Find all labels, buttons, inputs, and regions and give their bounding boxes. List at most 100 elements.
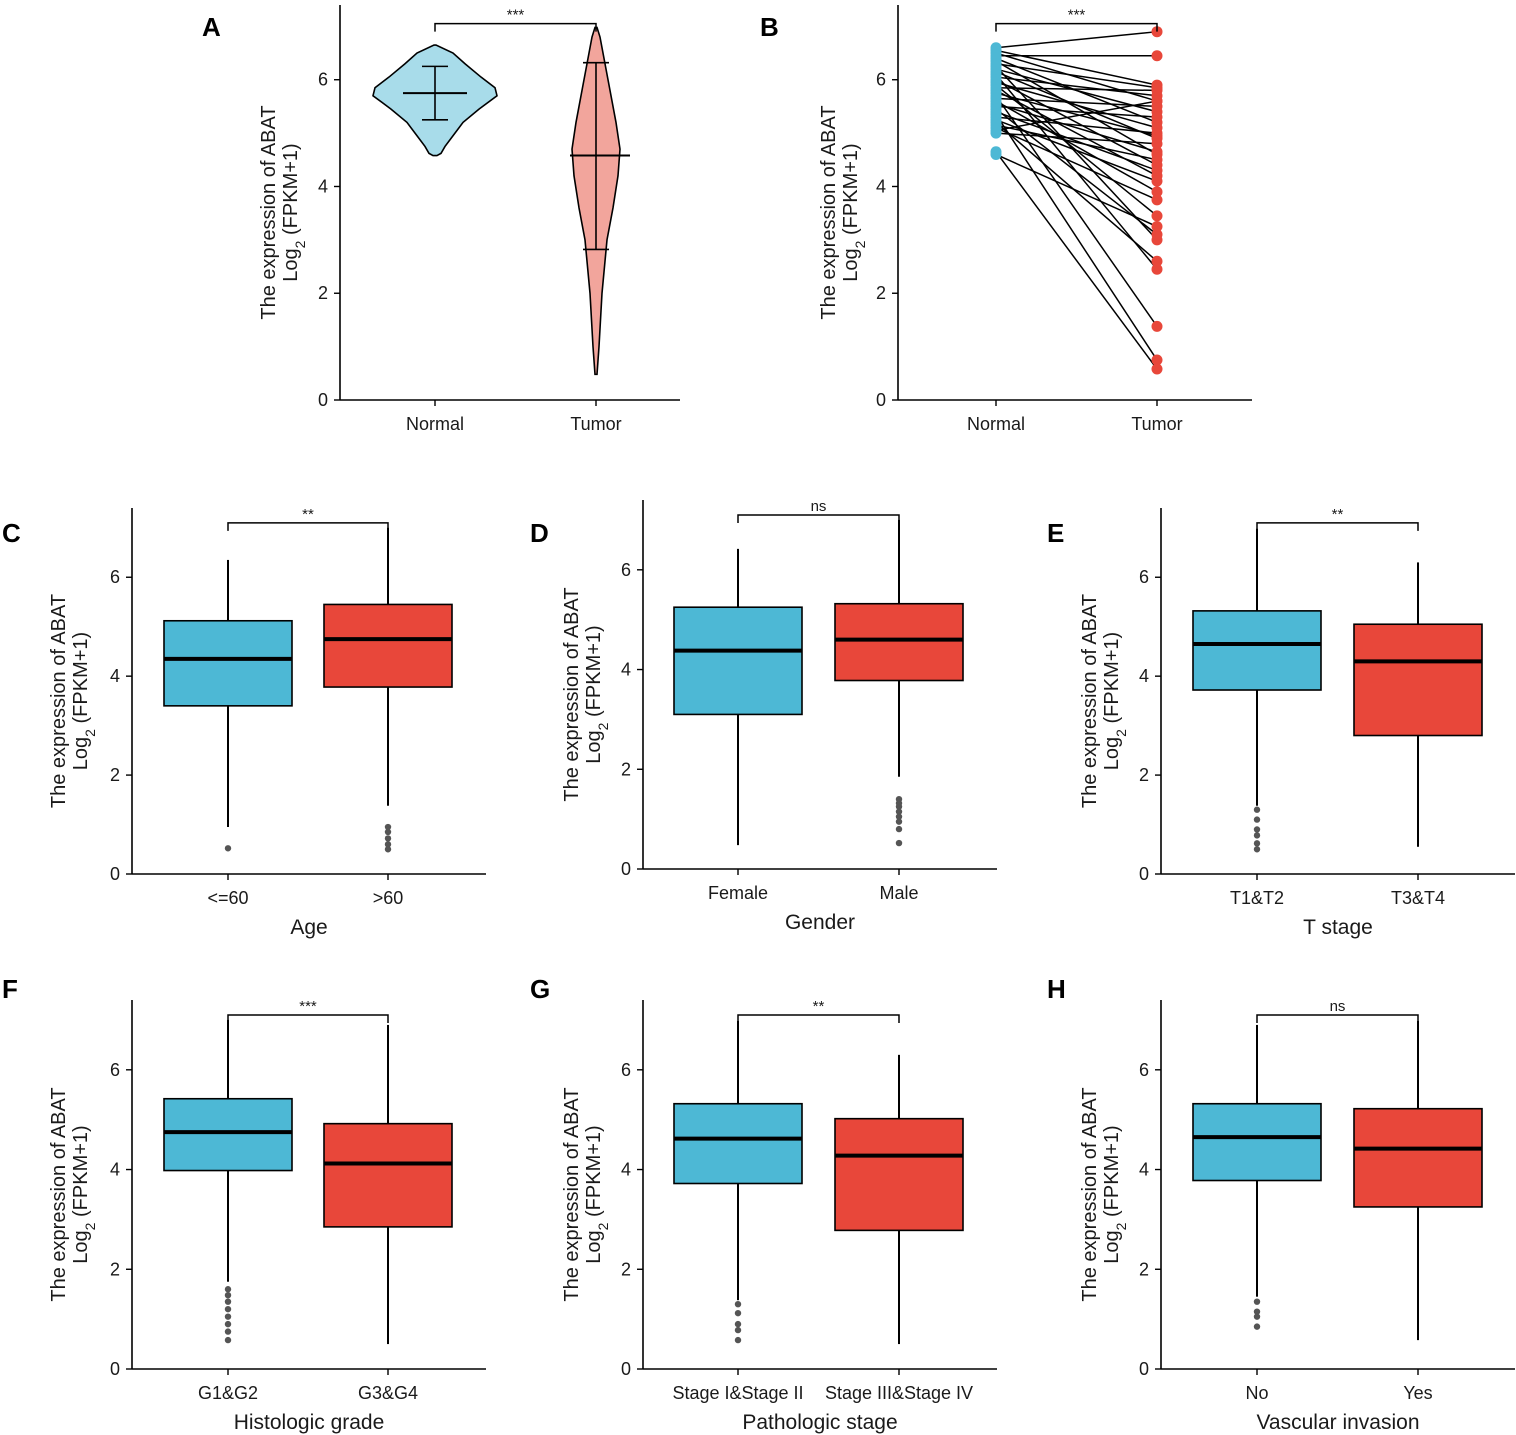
tumor-point-18: [1151, 320, 1163, 332]
y-tick-label-G-2: 2: [621, 1259, 631, 1279]
x-tick-label-E-0: T1&T2: [1230, 888, 1284, 908]
box-E-0-outlier-0: [1253, 846, 1261, 853]
tumor-point-20: [1151, 186, 1163, 198]
ylabel-line1-G: The expression of ABAT: [561, 1087, 583, 1301]
box-F-0-outlier-5: [224, 1298, 232, 1305]
pair-line-20: [995, 100, 1158, 193]
y-tick-label-C-6: 6: [110, 567, 120, 587]
x-title-C: Age: [290, 916, 327, 939]
normal-point-32: [990, 127, 1002, 139]
significance-label-B: ***: [1068, 7, 1086, 24]
chart-panel-C: ** 0 2 4 6 <=60 >60 Age The expression of ABAT Lo…: [2, 506, 486, 939]
ylabel-line1-B: The expression of ABAT: [818, 105, 840, 319]
significance-label-C: **: [302, 506, 314, 523]
pair-line-21: [995, 103, 1158, 153]
pair-line-6: [995, 62, 1158, 89]
box-G-1-body: [834, 1117, 964, 1232]
box-E-0-body: [1192, 610, 1322, 691]
y-tick-label-G-6: 6: [621, 1060, 631, 1080]
box-F-0-outlier-6: [224, 1292, 232, 1299]
box-E-0-outlier-3: [1253, 826, 1261, 833]
box-D-1-body: [834, 602, 964, 682]
y-tick-label-H-2: 2: [1139, 1259, 1149, 1279]
box-H-0-outlier-2: [1253, 1308, 1261, 1315]
box-D-1-outlier-3: [895, 813, 903, 820]
chart-panel-B: *** 0 2 4 6 Normal Tumor The expression of ABAT…: [760, 5, 1252, 434]
box-D-1-outlier-4: [895, 808, 903, 815]
significance-bracket-A: [434, 22, 597, 32]
box-D-0-body: [673, 606, 803, 716]
significance-label-H: ns: [1330, 998, 1346, 1015]
y-tick-label-F-4: 4: [110, 1160, 120, 1180]
significance-label-F: ***: [299, 998, 317, 1015]
significance-bracket-B: [995, 22, 1158, 32]
tumor-point-29: [1151, 154, 1163, 166]
x-tick-label-G-0: Stage I&Stage II: [672, 1383, 803, 1403]
tumor-point-14: [1151, 210, 1163, 222]
y-tick-label-A-2: 2: [318, 283, 328, 303]
pair-line-13: [995, 81, 1158, 129]
y-tick-label-B-6: 6: [876, 70, 886, 90]
x-tick-label-H-0: No: [1245, 1383, 1268, 1403]
box-F-0-outlier-4: [224, 1305, 232, 1313]
box-G-0-outlier-0: [734, 1336, 742, 1344]
significance-bracket-F: [227, 1014, 389, 1023]
y-tick-label-D-4: 4: [621, 660, 631, 680]
tumor-point-15: [1151, 84, 1163, 96]
significance-bracket-G: [737, 1014, 900, 1023]
y-tick-label-C-0: 0: [110, 864, 120, 884]
chart-panel-G: ** 0 2 4 6 Stage I&Stage II Stage III&Stage IV…: [530, 974, 997, 1434]
box-F-0-outlier-2: [224, 1320, 232, 1328]
tumor-point-31: [1151, 95, 1163, 107]
y-tick-label-A-6: 6: [318, 70, 328, 90]
y-tick-label-G-4: 4: [621, 1160, 631, 1180]
box-G-0-outlier-1: [734, 1326, 742, 1334]
ylabel-line1-H: The expression of ABAT: [1079, 1087, 1101, 1301]
x-title-D: Gender: [785, 911, 855, 934]
ylabel-line1-E: The expression of ABAT: [1079, 594, 1101, 808]
chart-panel-A: *** 0 2 4 6 Normal Tumor The expression of ABAT…: [202, 5, 680, 434]
panel-letter-F: F: [2, 974, 18, 1004]
tumor-point-24: [1151, 164, 1163, 176]
pair-line-33: [995, 151, 1158, 370]
y-tick-label-F-6: 6: [110, 1060, 120, 1080]
box-H-0-body: [1192, 1102, 1322, 1182]
box-G-0-outlier-2: [734, 1320, 742, 1328]
panel-letter-A: A: [202, 12, 221, 42]
panel-letter-D: D: [530, 518, 549, 548]
pair-line-32: [995, 132, 1158, 145]
panel-letter-G: G: [530, 974, 550, 1004]
ylabel-line1-A: The expression of ABAT: [258, 105, 280, 319]
x-title-H: Vascular invasion: [1256, 1411, 1419, 1434]
tumor-point-0: [1151, 26, 1163, 38]
x-tick-label-D-0: Female: [708, 883, 768, 903]
box-C-1-outlier-0: [384, 846, 392, 853]
box-H-0-outlier-0: [1253, 1323, 1261, 1330]
panel-letter-B: B: [760, 12, 779, 42]
y-tick-label-D-2: 2: [621, 759, 631, 779]
pair-line-16: [995, 89, 1158, 177]
tumor-point-22: [1151, 111, 1163, 123]
significance-bracket-E: [1256, 522, 1419, 531]
x-tick-label-F-0: G1&G2: [198, 1383, 258, 1403]
y-tick-label-E-0: 0: [1139, 864, 1149, 884]
box-F-0-outlier-7: [224, 1286, 232, 1293]
tumor-point-32: [1151, 138, 1163, 150]
tumor-point-27: [1151, 175, 1163, 187]
y-tick-label-A-0: 0: [318, 390, 328, 410]
x-tick-label-E-1: T3&T4: [1391, 888, 1445, 908]
pair-line-29: [995, 124, 1158, 161]
box-E-0-outlier-5: [1253, 806, 1261, 813]
x-tick-label-F-1: G3&G4: [358, 1383, 418, 1403]
pair-line-28: [995, 121, 1158, 262]
significance-bracket-D: [737, 514, 900, 523]
box-E-0-outlier-2: [1253, 832, 1261, 839]
y-tick-label-A-4: 4: [318, 176, 328, 196]
pair-line-2: [995, 52, 1158, 102]
ylabel-line2-H: Log2 (FPKM+1): [1101, 1125, 1129, 1263]
box-C-0-body: [163, 619, 293, 707]
box-C-0-outlier-0: [224, 845, 232, 852]
ylabel-line2-B: Log2 (FPKM+1): [840, 143, 868, 281]
box-H-1-body: [1353, 1107, 1483, 1208]
